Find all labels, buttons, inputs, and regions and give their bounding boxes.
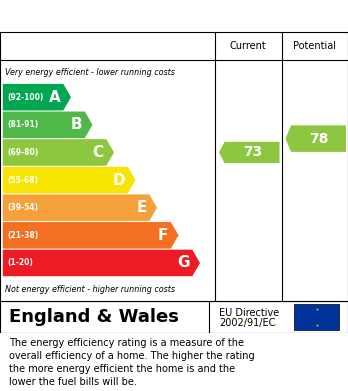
Text: Energy Efficiency Rating: Energy Efficiency Rating xyxy=(9,9,219,23)
Text: (55-68): (55-68) xyxy=(7,176,38,185)
Text: (81-91): (81-91) xyxy=(7,120,38,129)
Polygon shape xyxy=(3,111,93,138)
Text: (21-38): (21-38) xyxy=(7,231,38,240)
Polygon shape xyxy=(219,142,279,163)
Text: 2002/91/EC: 2002/91/EC xyxy=(219,318,276,328)
Text: (1-20): (1-20) xyxy=(7,258,33,267)
Polygon shape xyxy=(3,250,200,276)
Polygon shape xyxy=(3,167,135,193)
Text: B: B xyxy=(70,117,82,132)
Text: (92-100): (92-100) xyxy=(7,93,44,102)
Text: The energy efficiency rating is a measure of the
overall efficiency of a home. T: The energy efficiency rating is a measur… xyxy=(9,338,254,387)
Text: F: F xyxy=(158,228,168,243)
Polygon shape xyxy=(3,222,179,249)
Text: G: G xyxy=(177,255,190,271)
Text: (69-80): (69-80) xyxy=(7,148,38,157)
Text: England & Wales: England & Wales xyxy=(9,308,179,326)
Polygon shape xyxy=(3,194,157,221)
Text: Potential: Potential xyxy=(293,41,336,51)
Text: Very energy efficient - lower running costs: Very energy efficient - lower running co… xyxy=(5,68,175,77)
Text: C: C xyxy=(93,145,104,160)
Polygon shape xyxy=(285,126,346,152)
Text: Current: Current xyxy=(230,41,267,51)
Text: D: D xyxy=(112,172,125,188)
Text: A: A xyxy=(49,90,61,105)
Polygon shape xyxy=(3,139,114,166)
Bar xyxy=(294,304,339,330)
Text: EU Directive: EU Directive xyxy=(219,308,279,318)
Text: 73: 73 xyxy=(243,145,262,160)
Text: E: E xyxy=(136,200,147,215)
Polygon shape xyxy=(3,84,71,111)
Text: Not energy efficient - higher running costs: Not energy efficient - higher running co… xyxy=(5,285,175,294)
Text: (39-54): (39-54) xyxy=(7,203,38,212)
Text: 78: 78 xyxy=(310,132,329,145)
